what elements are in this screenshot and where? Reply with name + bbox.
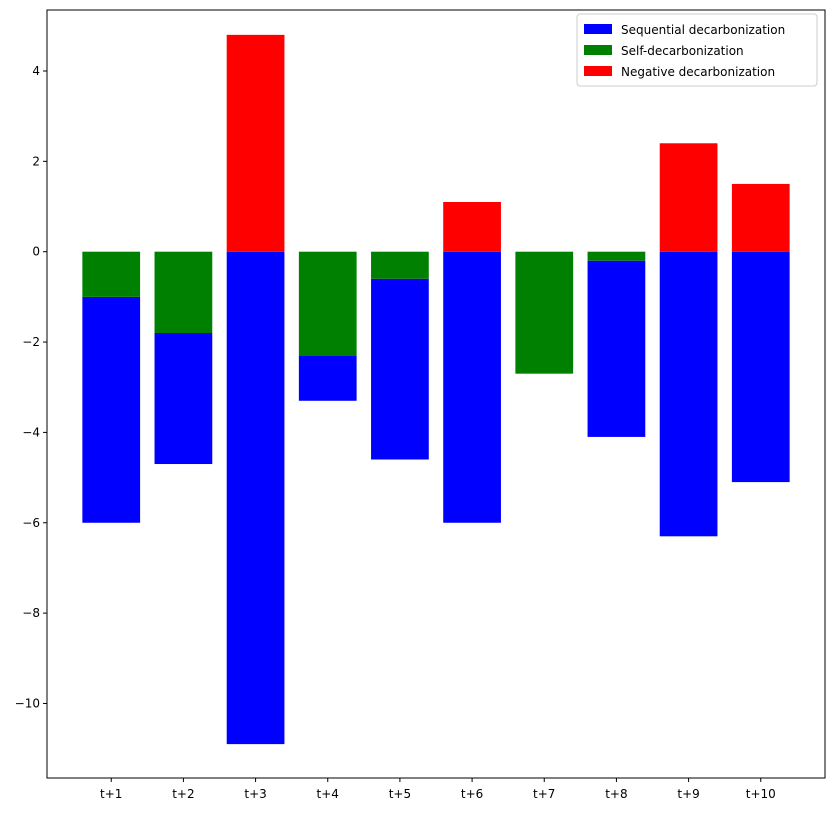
bar-negative-decarbonization-t+3 <box>226 34 285 252</box>
legend-swatch <box>584 24 612 34</box>
x-tick-label: t+10 <box>746 787 776 801</box>
bar-self-decarbonization-t+8 <box>587 251 646 261</box>
bar-self-decarbonization-t+1 <box>82 251 141 297</box>
legend: Sequential decarbonization Self-decarboni… <box>576 13 818 87</box>
y-tick-label: −2 <box>22 335 40 349</box>
y-tick-label: −8 <box>22 606 40 620</box>
x-axis: t+1 t+2 t+3 t+4 t+5 t+6 t+7 t+8 t+9 t+10 <box>100 778 776 801</box>
x-tick-label: t+1 <box>100 787 122 801</box>
bar-sequential-decarbonization-t+3 <box>226 251 285 745</box>
x-tick-label: t+4 <box>317 787 339 801</box>
bar-self-decarbonization-t+4 <box>298 251 357 356</box>
bar-sequential-decarbonization-t+1 <box>82 296 141 523</box>
x-tick-label: t+8 <box>605 787 627 801</box>
y-tick-label: −10 <box>15 696 40 710</box>
bar-self-decarbonization-t+2 <box>154 251 213 334</box>
legend-label: Negative decarbonization <box>621 65 775 79</box>
plot-area-frame <box>46 9 826 779</box>
bar-sequential-decarbonization-t+6 <box>443 251 501 523</box>
x-tick-label: t+3 <box>244 787 266 801</box>
legend-swatch <box>584 45 612 55</box>
x-tick-label: t+5 <box>389 787 411 801</box>
bar-sequential-decarbonization-t+2 <box>154 333 213 465</box>
bar-negative-decarbonization-t+6 <box>443 202 501 252</box>
bar-self-decarbonization-t+5 <box>371 251 429 279</box>
bar-negative-decarbonization-t+9 <box>659 143 718 252</box>
y-tick-label: 2 <box>32 154 40 168</box>
x-tick-label: t+9 <box>677 787 699 801</box>
bar-negative-decarbonization-t+10 <box>731 183 790 252</box>
legend-box <box>576 13 818 87</box>
bars-layer <box>82 34 790 745</box>
y-tick-label: 0 <box>32 245 40 259</box>
bar-sequential-decarbonization-t+4 <box>298 355 357 401</box>
y-tick-label: −6 <box>22 516 40 530</box>
x-tick-label: t+6 <box>461 787 483 801</box>
y-axis: 4 2 0 −2 −4 −6 −8 −10 <box>15 64 47 710</box>
x-tick-label: t+2 <box>172 787 194 801</box>
bar-sequential-decarbonization-t+5 <box>371 278 429 460</box>
y-tick-label: 4 <box>32 64 40 78</box>
bar-sequential-decarbonization-t+9 <box>659 251 718 537</box>
bar-sequential-decarbonization-t+8 <box>587 260 646 437</box>
bar-self-decarbonization-t+7 <box>515 251 574 374</box>
legend-swatch <box>584 66 612 76</box>
legend-label: Self-decarbonization <box>621 44 744 58</box>
bar-sequential-decarbonization-t+10 <box>731 251 790 483</box>
legend-label: Sequential decarbonization <box>621 23 785 37</box>
y-tick-label: −4 <box>22 425 40 439</box>
x-tick-label: t+7 <box>533 787 555 801</box>
